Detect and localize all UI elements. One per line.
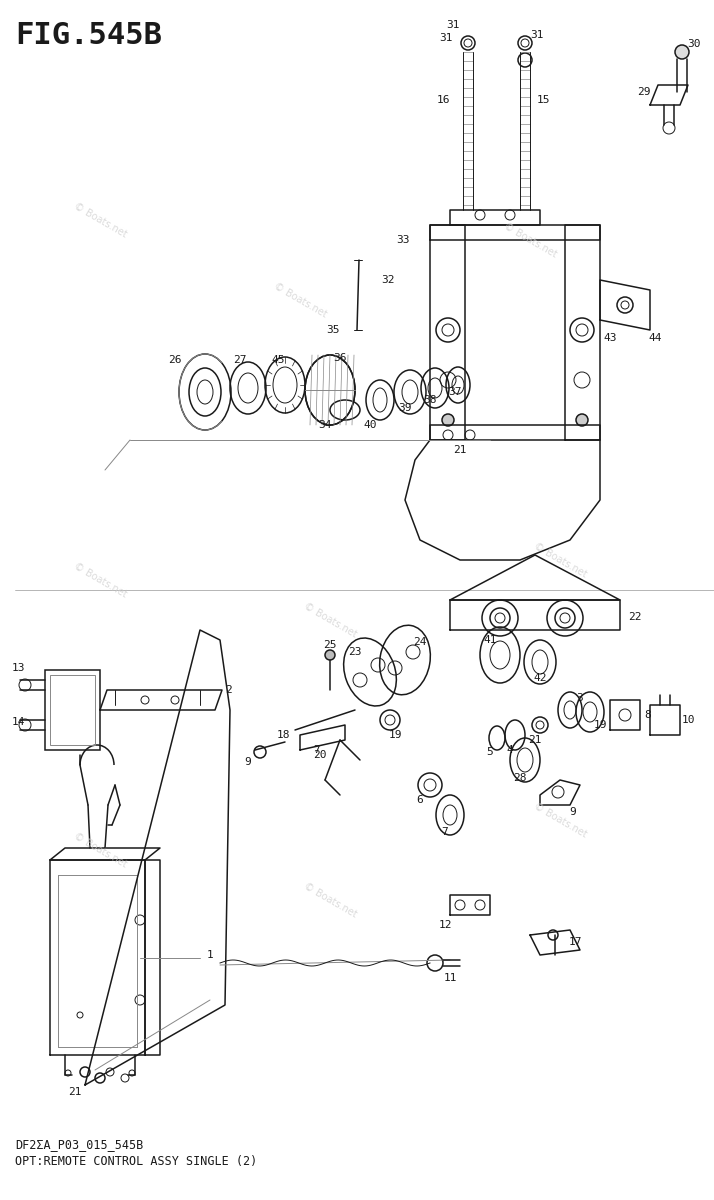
Text: 20: 20 [313,750,327,760]
Text: 21: 21 [453,445,467,455]
Text: 31: 31 [531,30,544,40]
Text: 21: 21 [528,734,542,745]
Circle shape [675,44,689,59]
Text: 45: 45 [271,355,285,365]
Text: 14: 14 [11,716,25,727]
Text: © Boats.net: © Boats.net [502,221,558,259]
Text: 19: 19 [388,730,402,740]
Text: 6: 6 [417,794,423,805]
Text: © Boats.net: © Boats.net [272,281,328,319]
Text: 30: 30 [688,38,700,49]
Text: 9: 9 [570,806,576,817]
Text: 34: 34 [318,420,332,430]
Text: 28: 28 [513,773,527,782]
Text: 31: 31 [440,32,453,43]
Text: 23: 23 [348,647,362,658]
Text: 24: 24 [413,637,427,647]
Text: FIG.545B: FIG.545B [15,20,162,49]
Text: DF2ΣA_P03_015_545B: DF2ΣA_P03_015_545B [15,1139,144,1152]
Text: 7: 7 [442,827,448,838]
Text: 27: 27 [233,355,247,365]
Bar [45,670,100,750]
Text: 44: 44 [648,332,662,343]
Text: 9: 9 [245,757,251,767]
Text: 8: 8 [645,710,651,720]
Text: 5: 5 [487,746,493,757]
Text: 31: 31 [446,20,460,30]
Circle shape [576,414,588,426]
Text: 19: 19 [593,720,607,730]
Text: 39: 39 [398,403,412,413]
Circle shape [325,650,335,660]
Text: 1: 1 [206,950,213,960]
Text: 18: 18 [276,730,290,740]
Text: © Boats.net: © Boats.net [71,560,129,599]
Text: 17: 17 [568,937,582,947]
Text: 21: 21 [69,1087,81,1097]
Text: 26: 26 [169,355,182,365]
Text: © Boats.net: © Boats.net [71,200,129,239]
Text: 16: 16 [436,95,450,104]
Bar [50,674,95,745]
Text: 43: 43 [603,332,617,343]
Text: 29: 29 [638,86,651,97]
Text: © Boats.net: © Boats.net [302,601,358,640]
Text: 37: 37 [448,386,462,397]
Text: © Boats.net: © Boats.net [532,800,588,839]
Text: 7: 7 [313,745,320,755]
Text: 25: 25 [323,640,337,650]
Text: 40: 40 [363,420,377,430]
Text: 15: 15 [536,95,550,104]
Circle shape [442,414,454,426]
Text: 10: 10 [681,715,695,725]
Text: © Boats.net: © Boats.net [71,830,129,869]
Text: 36: 36 [333,353,347,362]
Text: 11: 11 [443,973,457,983]
Text: 3: 3 [577,692,583,703]
Text: © Boats.net: © Boats.net [302,881,358,919]
Text: 13: 13 [11,662,25,673]
Text: 4: 4 [507,745,513,755]
Text: 42: 42 [533,673,547,683]
Text: 2: 2 [225,685,231,695]
Text: 12: 12 [438,920,452,930]
Text: 33: 33 [396,235,410,245]
Text: 38: 38 [423,395,437,404]
Text: 32: 32 [381,275,395,284]
Text: OPT:REMOTE CONTROL ASSY SINGLE (2): OPT:REMOTE CONTROL ASSY SINGLE (2) [15,1156,257,1169]
Text: 22: 22 [628,612,642,622]
Text: 35: 35 [326,325,340,335]
Text: 41: 41 [483,635,497,646]
Text: © Boats.net: © Boats.net [532,541,588,580]
